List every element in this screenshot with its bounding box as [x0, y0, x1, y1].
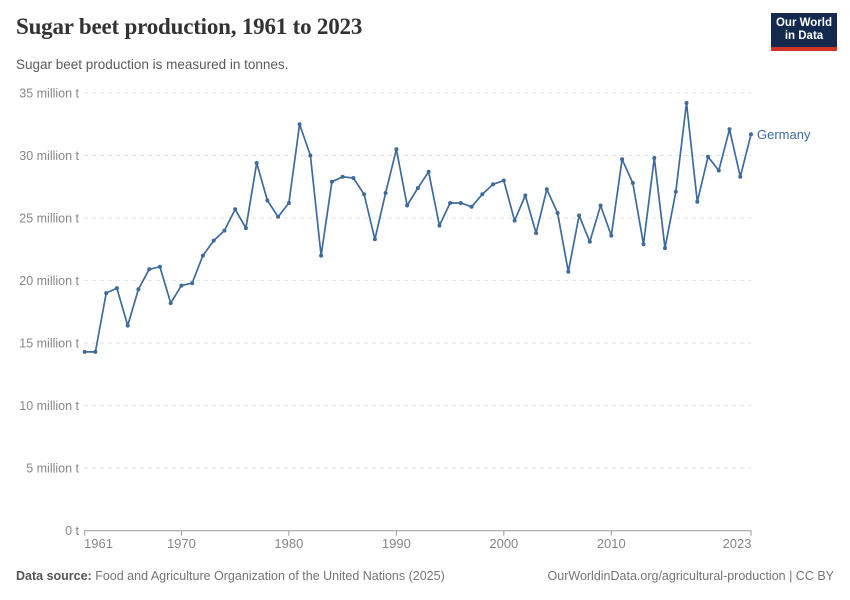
data-point[interactable]: [372, 237, 377, 242]
data-point[interactable]: [276, 214, 281, 219]
y-axis-tick-label: 15 million t: [19, 337, 79, 351]
data-point[interactable]: [351, 176, 356, 180]
owid-logo[interactable]: Our World in Data: [771, 13, 837, 51]
data-point[interactable]: [254, 161, 259, 165]
data-point[interactable]: [458, 201, 463, 205]
data-point[interactable]: [469, 204, 474, 209]
data-point[interactable]: [523, 193, 528, 198]
data-point[interactable]: [448, 201, 453, 205]
data-point[interactable]: [684, 101, 689, 105]
data-point[interactable]: [641, 242, 646, 247]
y-axis-tick-label: 30 million t: [19, 149, 79, 163]
data-point[interactable]: [147, 267, 152, 272]
owid-logo-line1: Our World: [775, 17, 832, 29]
data-point[interactable]: [297, 122, 302, 127]
owid-credit-link[interactable]: OurWorldinData.org/agricultural-producti…: [547, 569, 834, 583]
data-point[interactable]: [426, 169, 431, 174]
data-point[interactable]: [82, 349, 87, 354]
data-point[interactable]: [104, 291, 109, 296]
data-point[interactable]: [609, 233, 614, 238]
data-point[interactable]: [727, 127, 732, 132]
data-point[interactable]: [491, 182, 496, 187]
data-point[interactable]: [695, 199, 700, 204]
data-point[interactable]: [716, 168, 721, 173]
data-point[interactable]: [706, 154, 710, 159]
data-point[interactable]: [437, 223, 442, 228]
data-point[interactable]: [598, 203, 603, 208]
y-axis-tick-label: 10 million t: [19, 399, 79, 413]
chart-subtitle: Sugar beet production is measured in ton…: [16, 57, 289, 72]
data-point[interactable]: [652, 156, 657, 160]
y-axis-tick-label: 0 t: [65, 524, 79, 538]
data-point[interactable]: [663, 246, 667, 251]
owid-logo-line2: in Data: [784, 30, 824, 42]
chart-footer: Data source: Food and Agriculture Organi…: [16, 569, 834, 583]
data-point[interactable]: [534, 231, 539, 236]
x-axis-tick-label: 2000: [489, 536, 518, 551]
plot-svg: 0 t 5 million t 10 million t 15 million t 20…: [19, 86, 811, 551]
data-point[interactable]: [136, 287, 141, 292]
data-point[interactable]: [93, 349, 98, 354]
x-axis-tick-label: 1980: [274, 536, 303, 551]
data-point[interactable]: [673, 189, 678, 194]
data-point[interactable]: [114, 286, 119, 291]
data-point[interactable]: [394, 147, 399, 152]
x-axis-tick-label: 2010: [597, 536, 626, 551]
data-point[interactable]: [577, 213, 582, 218]
data-source-text: Food and Agriculture Organization of the…: [95, 569, 445, 583]
y-axis-tick-label: 5 million t: [26, 462, 79, 476]
data-point[interactable]: [286, 201, 291, 205]
data-point[interactable]: [200, 253, 205, 258]
data-point[interactable]: [566, 269, 571, 274]
data-source-label: Data source:: [16, 569, 92, 583]
x-axis-tick-label: 1961: [84, 536, 113, 551]
data-point[interactable]: [630, 181, 635, 185]
data-source-note: Data source: Food and Agriculture Organi…: [16, 569, 445, 583]
data-point[interactable]: [308, 153, 313, 158]
data-point[interactable]: [383, 191, 388, 195]
data-point[interactable]: [340, 174, 345, 179]
data-point[interactable]: [190, 281, 195, 286]
data-point[interactable]: [168, 301, 173, 306]
data-point[interactable]: [587, 239, 592, 244]
data-point[interactable]: [319, 253, 324, 258]
data-point[interactable]: [157, 264, 162, 269]
data-point[interactable]: [222, 228, 227, 233]
data-point[interactable]: [265, 198, 270, 203]
data-point[interactable]: [749, 132, 753, 137]
data-point[interactable]: [501, 178, 506, 183]
data-point[interactable]: [512, 218, 517, 223]
data-point[interactable]: [211, 238, 216, 243]
y-axis-tick-label: 35 million t: [19, 86, 79, 100]
data-point[interactable]: [544, 187, 549, 192]
series-label-germany[interactable]: Germany: [757, 127, 811, 142]
x-axis-tick-label: 1970: [167, 536, 196, 551]
data-point[interactable]: [620, 157, 625, 162]
y-axis-tick-label: 25 million t: [19, 212, 79, 226]
data-point[interactable]: [415, 186, 420, 190]
data-line-germany[interactable]: [83, 102, 752, 353]
data-point[interactable]: [555, 211, 560, 215]
data-point[interactable]: [179, 283, 184, 288]
y-axis-tick-label: 20 million t: [19, 274, 79, 288]
x-axis-tick-label: 1990: [382, 536, 411, 551]
data-point[interactable]: [243, 226, 248, 231]
x-axis-tick-label: 2023: [723, 536, 752, 551]
data-point[interactable]: [329, 179, 334, 184]
data-point[interactable]: [233, 207, 238, 212]
data-point[interactable]: [362, 192, 367, 197]
data-point[interactable]: [125, 323, 130, 328]
chart-title: Sugar beet production, 1961 to 2023: [16, 14, 363, 39]
data-point[interactable]: [738, 174, 743, 179]
data-point[interactable]: [405, 203, 410, 208]
data-point[interactable]: [480, 192, 485, 197]
